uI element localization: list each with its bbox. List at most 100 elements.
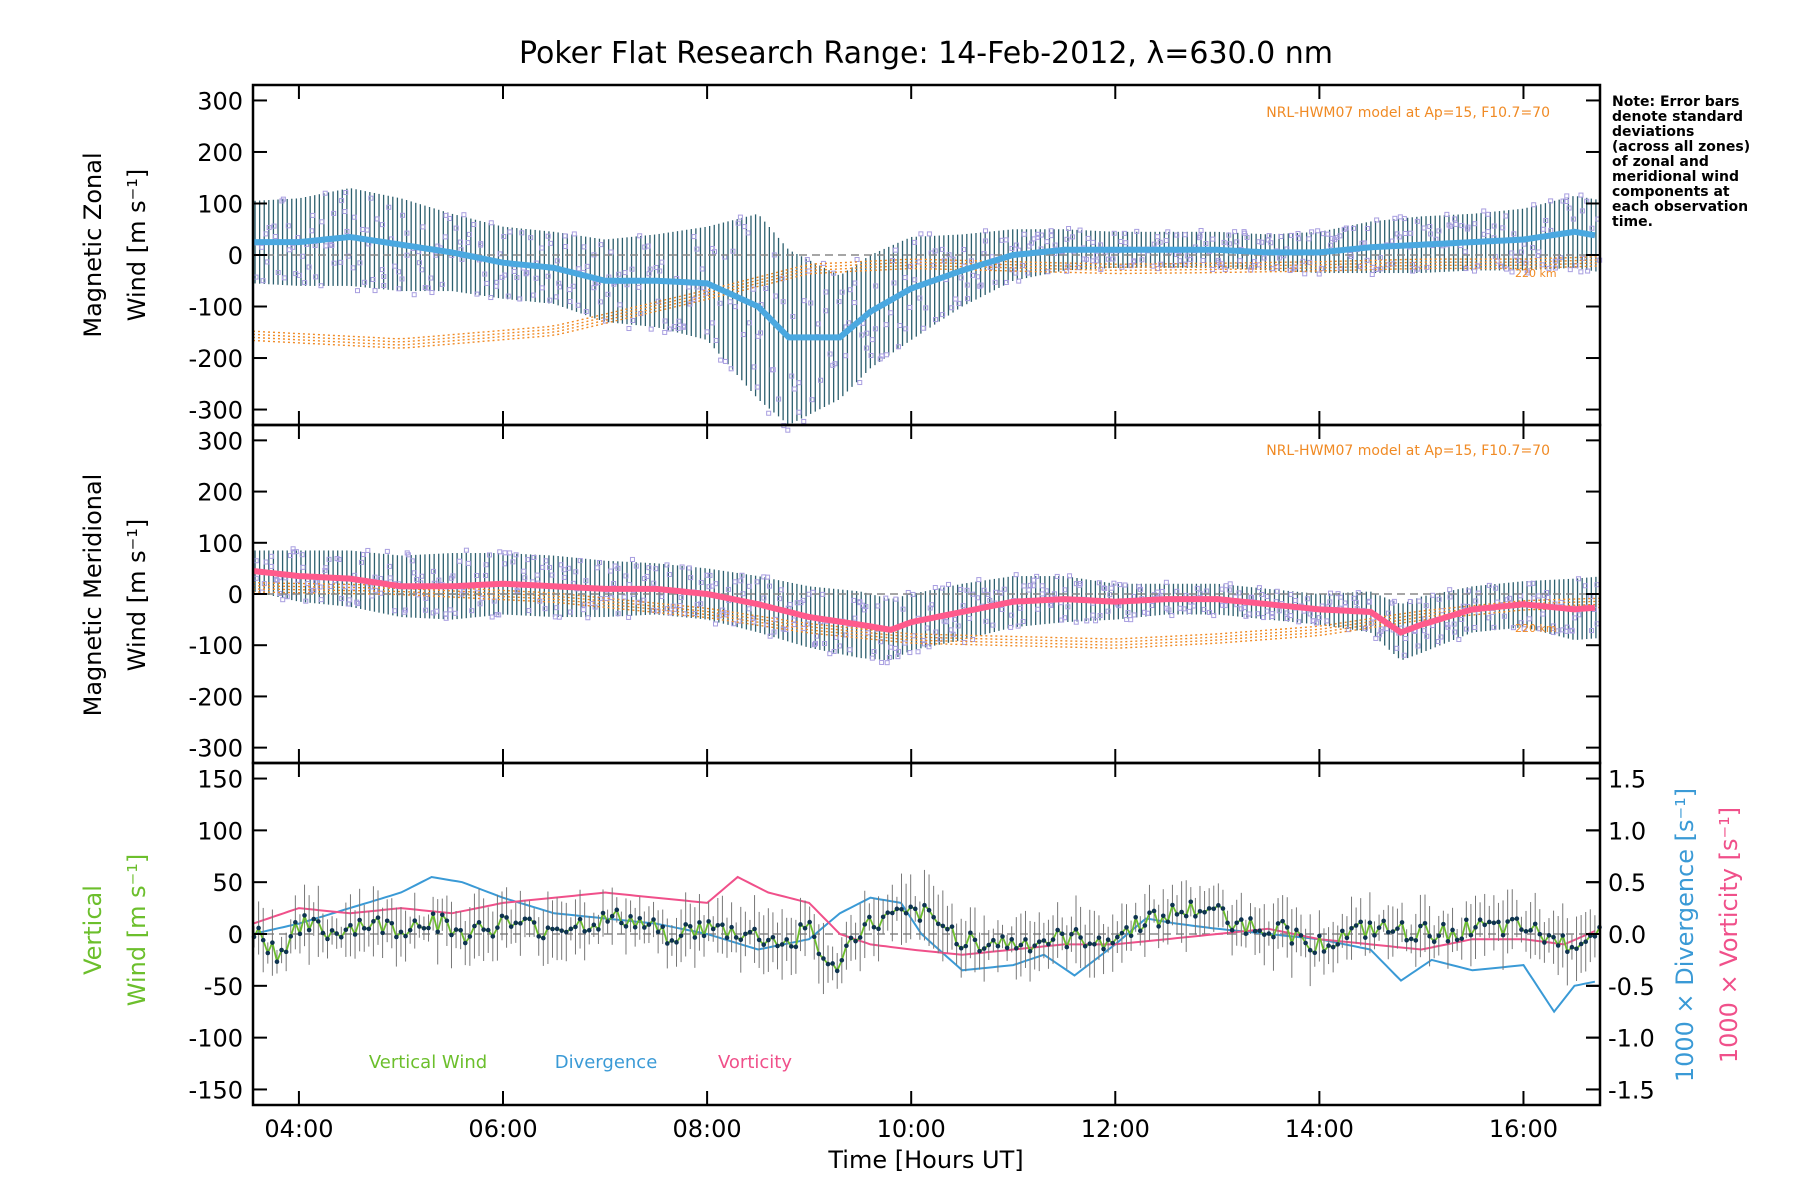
data-point — [1486, 919, 1492, 925]
data-point — [476, 920, 482, 925]
scatter-point — [386, 204, 392, 210]
scatter-point — [553, 294, 559, 300]
scatter-point — [386, 563, 392, 569]
scatter-point — [926, 231, 932, 237]
scatter-point — [1232, 229, 1238, 235]
scatter-point — [396, 286, 402, 292]
data-point — [481, 927, 486, 932]
note-line: components at — [1612, 184, 1730, 200]
scatter-point — [875, 603, 881, 609]
scatter-point — [630, 318, 636, 324]
meridional-model-label: NRL-HWM07 model at Ap=15, F10.7=70 — [1266, 443, 1550, 459]
data-point — [1119, 930, 1125, 936]
data-point — [1404, 937, 1409, 943]
data-point — [283, 949, 289, 955]
scatter-point — [975, 274, 981, 280]
scatter-point — [872, 326, 878, 332]
scatter-point — [502, 550, 508, 556]
scatter-point — [269, 553, 275, 559]
scatter-point — [549, 572, 555, 578]
scatter-point — [780, 299, 786, 305]
data-point — [302, 913, 307, 918]
scatter-point — [548, 240, 554, 246]
scatter-point — [534, 572, 540, 578]
scatter-point — [1125, 610, 1131, 616]
scatter-point — [573, 569, 579, 575]
data-point — [1151, 908, 1157, 914]
scatter-point — [847, 287, 853, 293]
scatter-point — [1545, 595, 1551, 601]
scatter-point — [809, 397, 815, 403]
scatter-point — [859, 332, 865, 338]
data-point — [1307, 947, 1313, 953]
scatter-point — [981, 587, 987, 593]
scatter-point — [1397, 214, 1403, 220]
scatter-point — [1256, 262, 1262, 268]
data-point — [541, 935, 546, 941]
data-point — [743, 931, 748, 937]
scatter-point — [792, 386, 798, 392]
data-point — [274, 959, 280, 965]
scatter-point — [608, 249, 614, 255]
scatter-point — [983, 618, 989, 624]
data-point — [935, 921, 941, 927]
scatter-point — [411, 570, 417, 576]
scatter-point — [735, 220, 741, 226]
data-point — [1294, 927, 1299, 933]
scatter-point — [272, 233, 278, 239]
scatter-point — [1430, 592, 1436, 598]
scatter-point — [771, 629, 777, 635]
scatter-point — [785, 427, 791, 433]
scatter-point — [322, 567, 328, 573]
scatter-point — [1255, 611, 1261, 617]
scatter-point — [857, 600, 863, 606]
scatter-point — [507, 550, 513, 556]
scatter-point — [1424, 264, 1430, 270]
scatter-point — [1576, 612, 1582, 618]
scatter-point — [302, 280, 308, 286]
scatter-point — [691, 296, 697, 302]
scatter-point — [863, 345, 869, 351]
scatter-point — [657, 268, 663, 274]
scatter-point — [732, 579, 738, 585]
scatter-point — [742, 224, 748, 230]
scatter-point — [367, 584, 373, 590]
y-tick-label: 200 — [197, 479, 243, 507]
scatter-point — [1288, 232, 1294, 238]
scatter-point — [1206, 609, 1212, 615]
scatter-point — [1531, 202, 1537, 208]
meridional-y-axis: -300 -200 -100 0 100 200 300 — [189, 427, 1600, 763]
scatter-point — [1564, 193, 1570, 199]
scatter-point — [1579, 208, 1585, 214]
data-point — [536, 934, 542, 939]
x-axis-label: Time [Hours UT] — [827, 1146, 1023, 1174]
scatter-point — [1452, 629, 1458, 635]
data-point — [825, 961, 831, 967]
scatter-point — [1066, 226, 1072, 232]
scatter-point — [778, 587, 784, 593]
data-point — [348, 923, 353, 928]
scatter-point — [1226, 232, 1232, 238]
scatter-point — [1485, 211, 1491, 217]
scatter-point — [1016, 278, 1022, 284]
scatter-point — [1486, 615, 1492, 621]
data-point — [366, 926, 372, 932]
scatter-point — [1222, 267, 1228, 273]
scatter-point — [562, 233, 568, 239]
scatter-point — [524, 270, 530, 276]
scatter-point — [1313, 620, 1319, 626]
data-point — [1491, 920, 1497, 926]
scatter-point — [707, 572, 713, 578]
scatter-point — [519, 230, 525, 236]
scatter-point — [547, 564, 553, 570]
zonal-panel: NRL-HWM07 model at Ap=15, F10.7=70 220 k… — [79, 83, 1603, 433]
scatter-point — [420, 224, 426, 230]
scatter-point — [1391, 598, 1397, 604]
scatter-point — [727, 299, 733, 305]
scatter-point — [344, 228, 350, 234]
scatter-point — [940, 585, 946, 591]
vertical-ylabel-line1: Vertical — [79, 885, 107, 975]
data-point — [609, 913, 615, 919]
y-tick-label: 200 — [197, 139, 243, 167]
data-point — [729, 924, 734, 930]
